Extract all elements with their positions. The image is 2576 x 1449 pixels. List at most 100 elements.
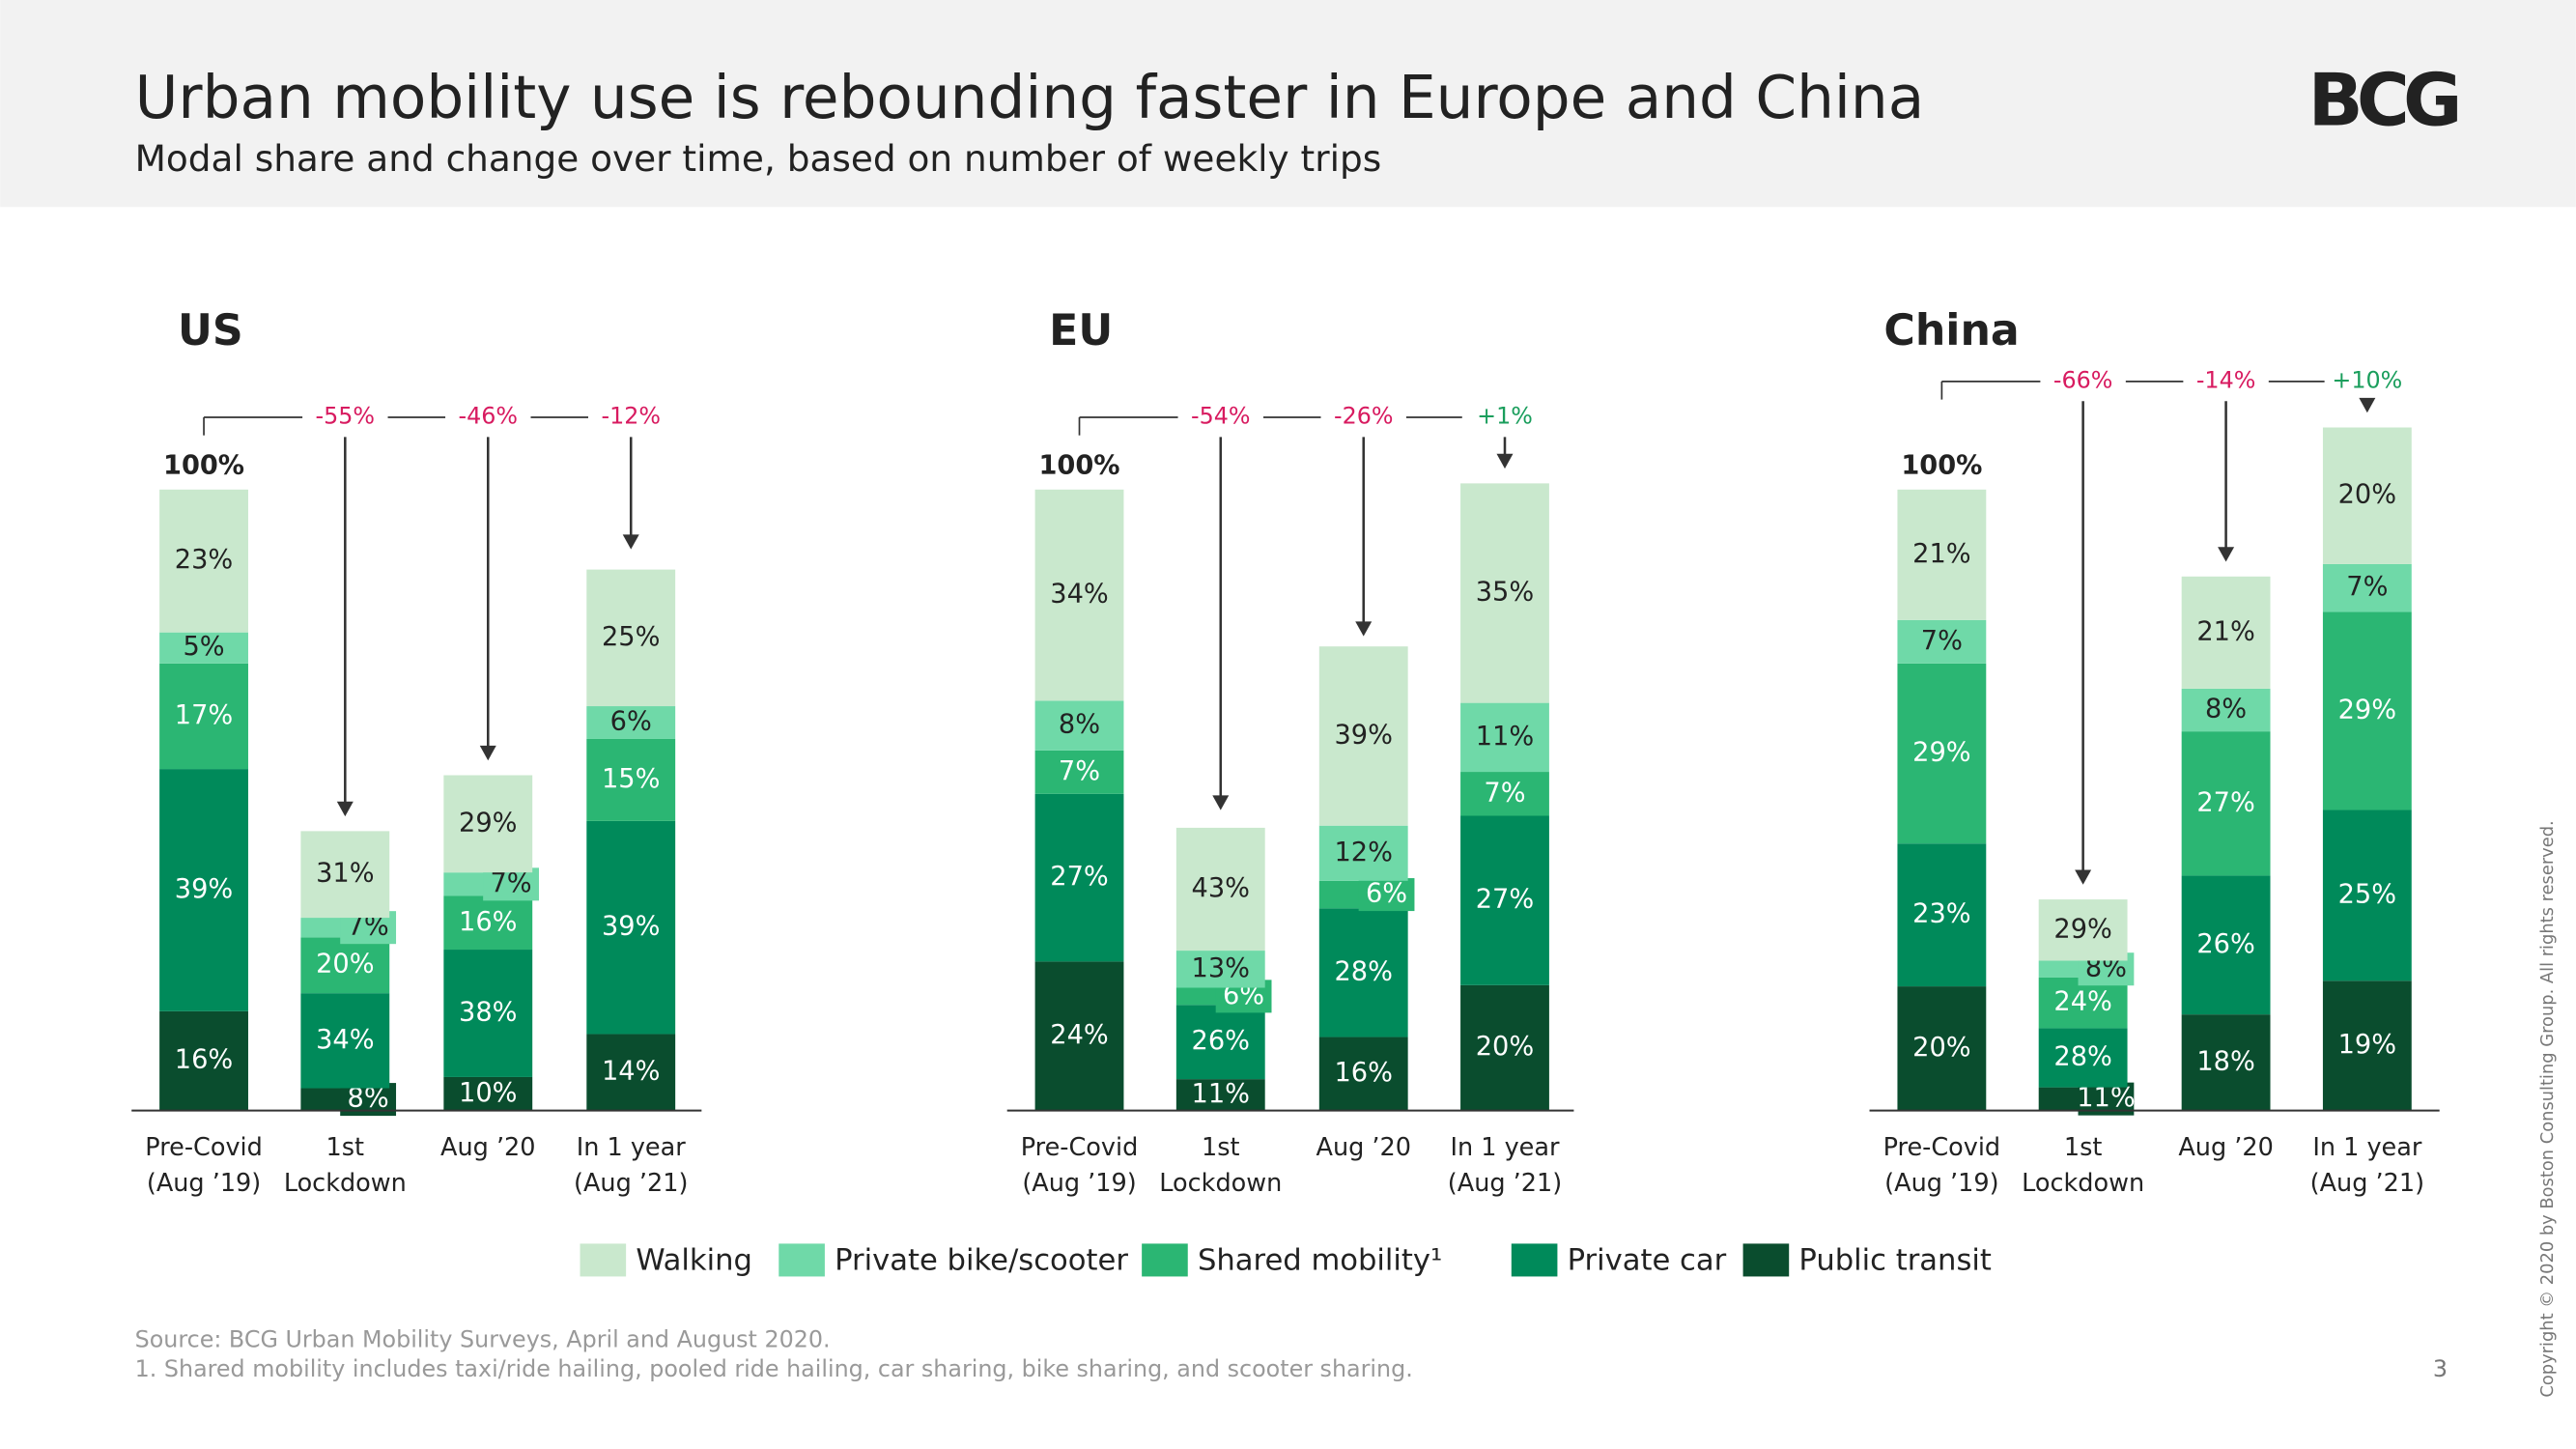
slide-subtitle: Modal share and change over time, based … (135, 137, 1382, 180)
bar-segment (1460, 483, 1549, 703)
x-tick-label: In 1 year (1450, 1133, 1560, 1162)
data-label: 19% (2338, 1030, 2396, 1060)
x-tick-label: 1st (1202, 1133, 1240, 1162)
bar-segment (2038, 977, 2128, 1029)
data-label: 15% (602, 764, 660, 794)
header-band (0, 0, 2576, 208)
data-label: 5% (183, 632, 224, 662)
legend-label: Private car (1568, 1244, 1727, 1278)
bar-segment (586, 738, 676, 821)
bar-segment (159, 632, 248, 664)
bar-segment (2181, 576, 2271, 689)
bar-segment (2322, 980, 2412, 1111)
data-label: 24% (1050, 1020, 1108, 1050)
data-label: 14% (602, 1057, 660, 1087)
arrow-head (622, 534, 639, 550)
data-label: 35% (1476, 577, 1534, 607)
total-label: 100% (1901, 450, 1982, 480)
bar-segment (2181, 875, 2271, 1015)
bar-segment (1175, 1005, 1265, 1080)
x-tick-label: 1st (2064, 1133, 2103, 1162)
bar-segment (1897, 663, 1987, 844)
data-label: 28% (2053, 1042, 2111, 1072)
x-tick-label: (Aug ’21) (574, 1169, 688, 1198)
bar-segment (1175, 827, 1265, 952)
change-label: -46% (459, 402, 518, 429)
x-tick-label: Pre-Covid (145, 1133, 263, 1162)
chart-title: US (178, 306, 243, 355)
data-label: 20% (316, 950, 374, 980)
arrow-head (1355, 621, 1373, 637)
data-label: 26% (2196, 929, 2254, 959)
x-tick-label: (Aug ’19) (147, 1169, 261, 1198)
bar-segment (2322, 563, 2412, 612)
data-label: 34% (1050, 580, 1108, 610)
change-label: -14% (2196, 366, 2255, 393)
bar-segment (1034, 961, 1124, 1111)
data-label: 11% (1192, 1079, 1250, 1109)
x-tick-label: (Aug ’21) (1448, 1169, 1562, 1198)
bar-segment (1460, 984, 1549, 1111)
legend-swatch (778, 1243, 825, 1277)
x-tick-label: (Aug ’19) (1884, 1169, 1998, 1198)
data-label: 23% (1912, 899, 1970, 929)
x-tick-label: (Aug ’21) (2310, 1169, 2424, 1198)
data-label: 29% (2338, 695, 2396, 724)
data-label: 16% (175, 1045, 233, 1075)
bar-segment (586, 820, 676, 1035)
data-label: 27% (2196, 787, 2254, 817)
slide-title: Urban mobility use is rebounding faster … (135, 64, 1925, 132)
change-label: -55% (316, 402, 375, 429)
data-label: 17% (175, 700, 233, 730)
data-label: 7% (1921, 626, 1963, 656)
bar-segment (159, 769, 248, 1011)
bar-segment (586, 706, 676, 739)
data-label: 27% (1050, 862, 1108, 892)
bar-segment (2322, 427, 2412, 564)
bar-segment (300, 937, 390, 994)
data-label: 34% (316, 1025, 374, 1055)
data-label: 27% (1476, 885, 1534, 915)
arrow-head (1212, 795, 1230, 810)
bar-segment (1034, 489, 1124, 701)
total-label: 100% (1038, 450, 1119, 480)
data-label: 29% (459, 808, 517, 838)
bar-segment (1034, 793, 1124, 962)
data-label: 31% (316, 859, 374, 889)
data-label-box (483, 867, 539, 901)
data-label: 28% (1334, 956, 1392, 986)
bar-segment (1897, 619, 1987, 664)
footnote: 1. Shared mobility includes taxi/ride ha… (135, 1355, 1413, 1382)
data-label: 23% (175, 545, 233, 575)
data-label: 43% (1192, 873, 1250, 903)
arrow-head (479, 745, 496, 761)
data-label: 16% (1334, 1058, 1392, 1088)
data-label: 21% (2196, 616, 2254, 646)
bar-segment (300, 993, 390, 1089)
bar-segment (159, 663, 248, 770)
bar-segment (159, 1010, 248, 1111)
bar-segment (1897, 986, 1987, 1111)
data-label: 39% (1334, 720, 1392, 750)
chart-title: EU (1049, 306, 1113, 355)
bar-segment (2181, 1014, 2271, 1111)
bar-segment (1175, 951, 1265, 988)
total-label: 100% (163, 450, 244, 480)
data-label: 18% (2196, 1046, 2254, 1076)
x-tick-label: 1st (326, 1133, 365, 1162)
arrow-head (336, 801, 354, 817)
bar-segment (1897, 843, 1987, 987)
x-tick-label: Lockdown (284, 1169, 407, 1198)
bar-segment (1034, 700, 1124, 751)
arrow-head (1496, 453, 1514, 469)
data-label: 8% (1059, 710, 1100, 740)
bar-segment (1460, 815, 1549, 985)
bar-segment (300, 831, 390, 919)
arrow-head (2075, 869, 2092, 885)
data-label: 20% (1476, 1032, 1534, 1062)
source: Source: BCG Urban Mobility Surveys, Apri… (135, 1325, 831, 1352)
data-label: 38% (459, 997, 517, 1027)
legend-label: Walking (636, 1244, 752, 1278)
data-label: 25% (602, 622, 660, 652)
bar-segment (1318, 825, 1408, 881)
